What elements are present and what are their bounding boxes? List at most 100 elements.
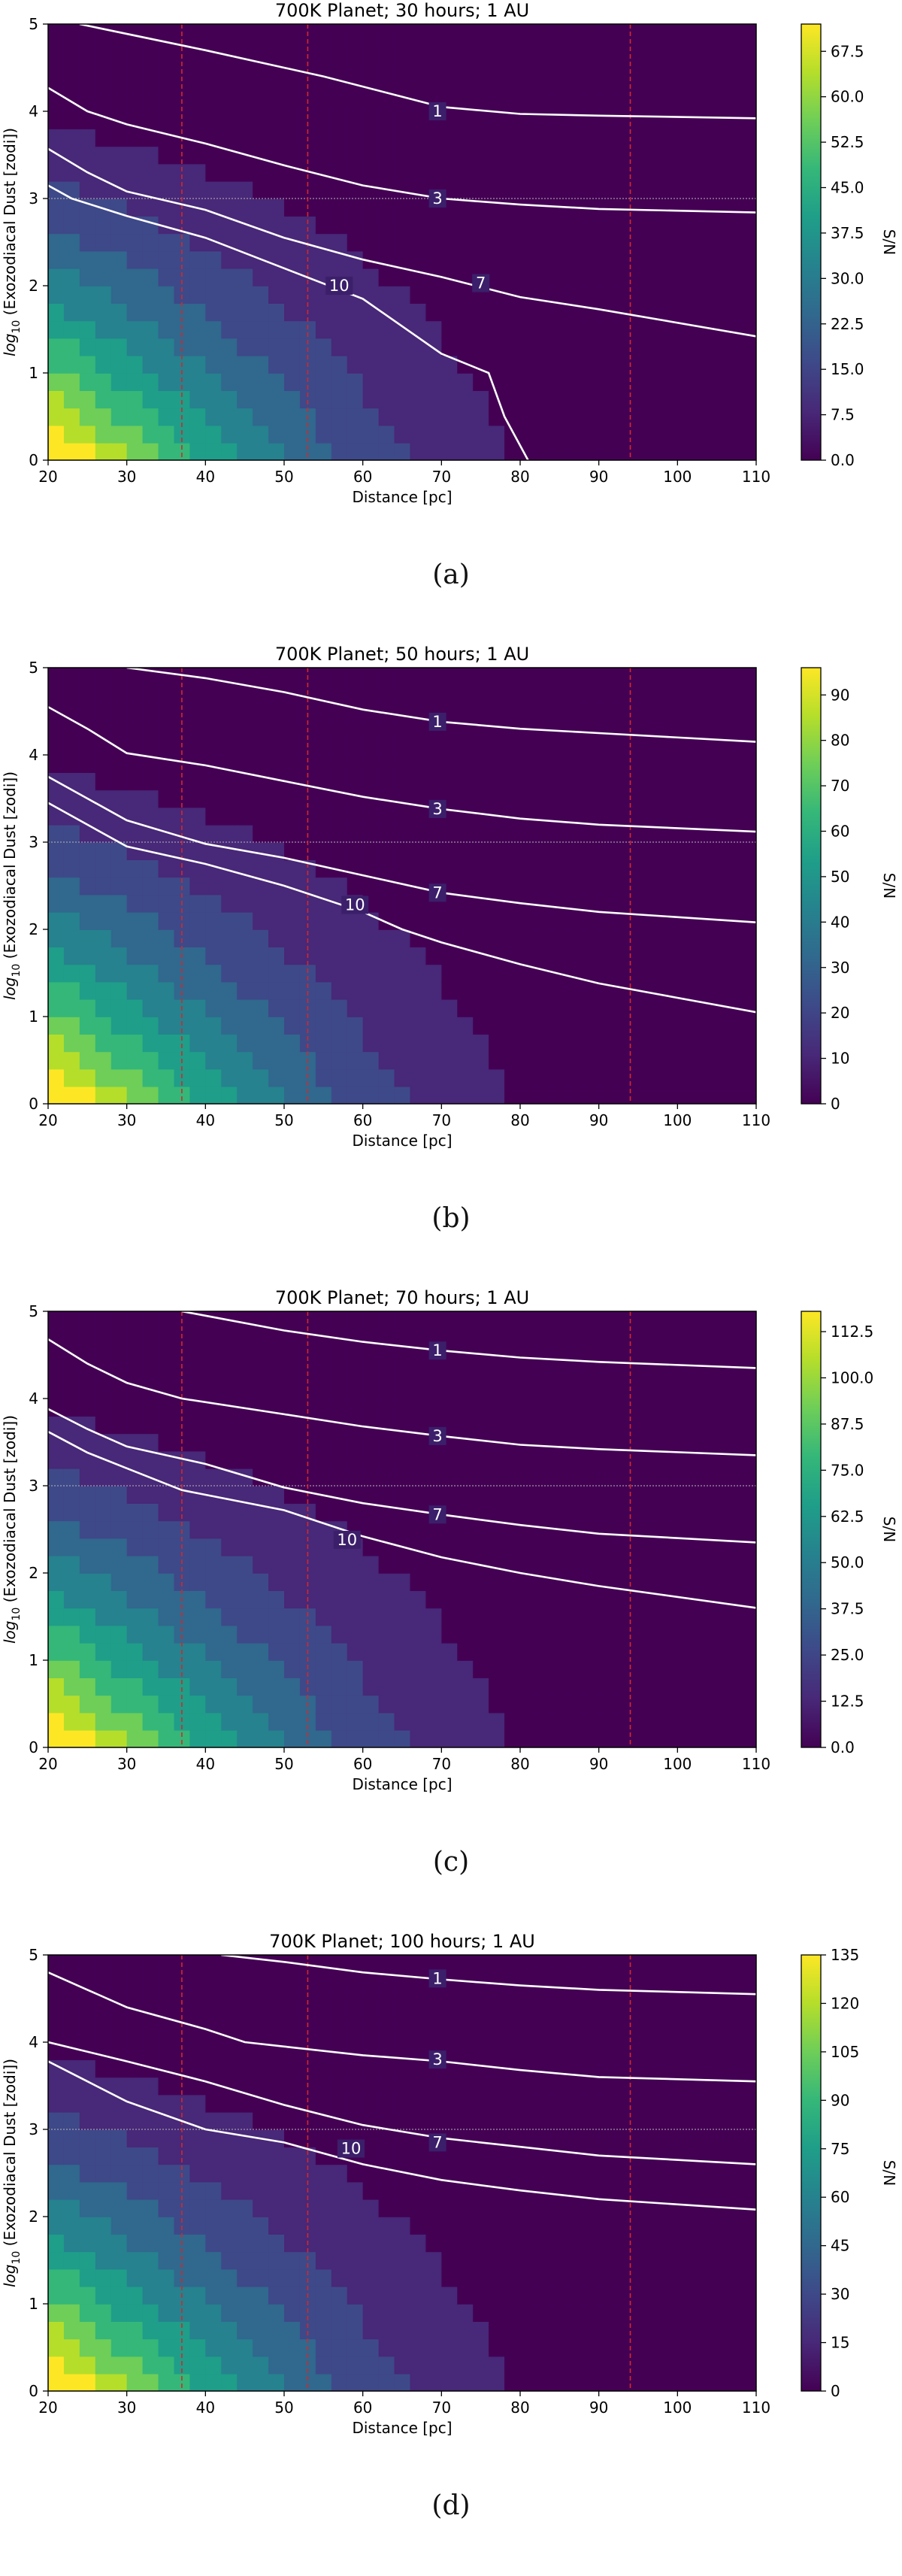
heat-cell [489,250,505,269]
heat-cell [142,2373,159,2391]
heat-cell [315,1017,332,1035]
heat-cell [110,859,128,878]
heat-cell [693,268,710,286]
heat-cell [331,338,348,356]
heat-cell [709,1608,725,1626]
heat-cell [677,772,695,791]
heat-cell [441,1695,459,1714]
contour-label: 1 [432,102,442,120]
heat-cell [268,1712,285,1731]
heat-cell [441,355,459,374]
heat-cell [646,24,663,42]
heat-cell [410,685,427,704]
heat-cell [79,1380,96,1399]
heat-cell [221,1555,238,1574]
heat-cell [504,1486,521,1504]
heat-cell [598,789,616,808]
heat-cell [331,250,348,269]
heat-cell [598,2286,616,2305]
heat-cell [362,286,380,304]
heat-cell [268,1051,285,1070]
heat-cell [189,111,207,129]
heat-cell [48,1955,65,1973]
heat-cell [79,2304,96,2322]
heat-cell [205,180,222,199]
heat-cell [237,355,253,374]
heat-cell [142,877,159,896]
heat-cell [48,2251,65,2270]
heat-cell [489,2304,505,2322]
x-tick-label: 50 [274,468,293,486]
heat-cell [614,2042,631,2060]
heat-cell [709,268,725,286]
heat-cell [126,824,144,843]
heat-cell [110,1573,128,1591]
heat-cell [48,1608,65,1626]
heat-cell [362,2251,380,2270]
heat-cell [394,2042,411,2060]
heat-cell [378,999,395,1017]
heat-cell [567,1329,584,1347]
heat-cell [268,180,285,199]
heat-cell [142,1712,159,1731]
heat-cell [110,408,128,426]
heat-cell [95,24,112,42]
heat-cell [441,76,459,95]
heat-cell [331,1068,348,1087]
heat-cell [362,2268,380,2287]
heat-cell [567,2268,584,2287]
heat-cell [158,2042,175,2060]
heat-cell [489,1450,505,1469]
heat-cell [253,2234,269,2253]
heat-cell [740,2024,756,2043]
heat-cell [473,755,489,773]
heat-cell [489,320,505,339]
heat-cell [535,2268,552,2287]
heat-cell [158,1503,175,1522]
heat-cell [79,1329,96,1347]
heat-cell [331,2217,348,2235]
heat-cell [551,163,568,182]
heat-cell [693,163,710,182]
heat-cell [709,1034,725,1053]
heat-cell [425,2111,443,2130]
heat-cell [614,2129,631,2147]
heat-cell [457,1555,474,1574]
heat-cell [205,964,222,983]
heat-cell [95,93,112,112]
heat-cell [378,1450,395,1469]
heat-cell [95,685,112,704]
heat-cell [661,59,679,77]
heat-cell [520,1590,537,1609]
heat-cell [394,1955,411,1973]
heat-cell [709,2251,725,2270]
heat-cell [378,373,395,391]
heat-cell [331,1346,348,1365]
heat-cell [740,146,756,165]
heat-cell [142,720,159,738]
heat-cell [79,1086,96,1104]
heat-cell [583,199,600,217]
heat-cell [142,2234,159,2253]
heat-cell [362,111,380,129]
heat-cell [457,2164,474,2183]
heat-cell [63,720,80,738]
heat-cell [189,59,207,77]
heat-cell [709,668,725,686]
contour-line [48,775,756,923]
contour-label: 3 [432,1427,442,1445]
heat-cell [63,981,80,1000]
heat-cell [126,1573,144,1591]
heat-cell [567,355,584,374]
heat-cell [425,981,443,1000]
heat-cell [740,981,756,1000]
heat-cell [598,2338,616,2357]
heat-cell [79,807,96,826]
heat-cell [63,76,80,95]
heat-cell [205,2077,222,2096]
heat-cell [63,2181,80,2200]
heat-cell [63,373,80,391]
heat-cell [158,789,175,808]
heat-cell [63,2111,80,2130]
heat-cell [504,1972,521,1991]
